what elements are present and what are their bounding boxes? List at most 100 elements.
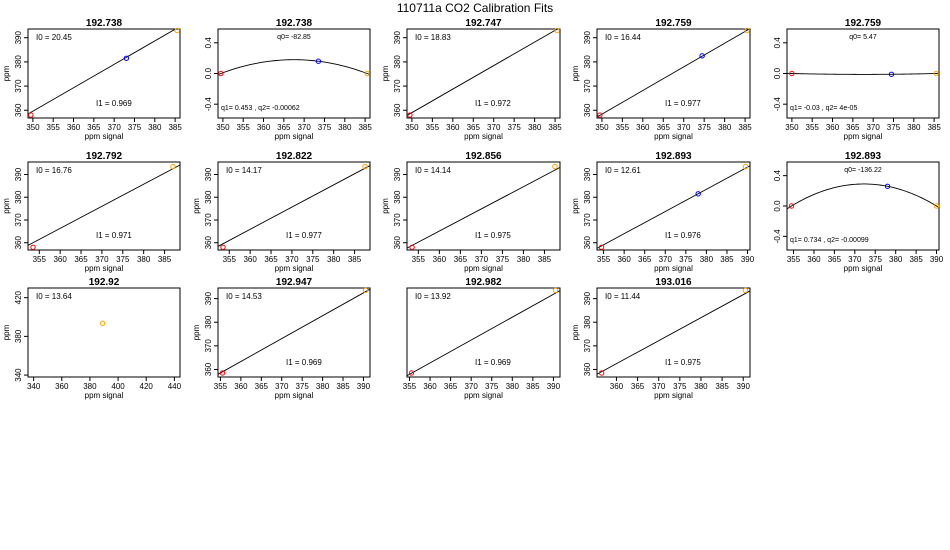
x-tick-label: 365	[657, 123, 671, 132]
x-tick-label: 360	[826, 123, 840, 132]
x-tick-label: 370	[659, 255, 673, 264]
x-tick-label: 385	[720, 255, 734, 264]
x-axis-label: ppm signal	[464, 391, 503, 400]
data-point	[699, 53, 705, 59]
plot-frame	[27, 287, 181, 378]
plot-frame	[406, 28, 561, 119]
y-tick-label: -0.4	[204, 97, 213, 111]
x-tick-label: 385	[548, 123, 562, 132]
x-axis-label: ppm signal	[275, 132, 314, 141]
y-axis-label: ppm	[571, 198, 580, 214]
chart-title: 192.947	[276, 277, 313, 288]
data-point	[744, 27, 750, 34]
chart-title: 192.759	[655, 18, 692, 29]
y-tick-label: 390	[204, 167, 213, 181]
y-tick-label: 0.4	[773, 37, 782, 49]
y-tick-label: 390	[583, 30, 592, 44]
x-tick-label: 375	[306, 255, 320, 264]
y-axis-label: ppm	[192, 198, 201, 214]
chart-title: 192.738	[86, 18, 123, 29]
plot-frame	[217, 161, 371, 251]
x-tick-label: 420	[140, 382, 154, 391]
y-tick-label: 370	[393, 79, 402, 93]
x-tick-label: 370	[848, 255, 862, 264]
data-point	[218, 70, 224, 77]
fit-annotation: I1 = 0.977	[286, 231, 322, 240]
y-tick-label: 390	[583, 291, 592, 305]
data-point	[362, 163, 368, 170]
y-tick-label: 360	[393, 236, 402, 250]
x-tick-label: 400	[111, 382, 125, 391]
fit-annotation: q1= 0.453 , q2= -0.00062	[221, 105, 300, 112]
data-point	[554, 27, 560, 34]
y-tick-label: -0.4	[773, 229, 782, 243]
x-tick-label: 390	[741, 255, 755, 264]
fit-line	[787, 72, 939, 75]
y-tick-label: 360	[393, 103, 402, 117]
fit-annotation: I0 = 11.44	[605, 292, 641, 301]
fit-line	[28, 29, 177, 115]
y-tick-label: 390	[14, 30, 23, 44]
y-tick-label: 370	[14, 213, 23, 227]
y-tick-label: 370	[583, 213, 592, 227]
data-point	[788, 203, 795, 209]
y-tick-label: 380	[204, 190, 213, 204]
y-tick-label: 380	[583, 315, 592, 329]
x-tick-label: 385	[168, 123, 182, 132]
x-tick-label: 360	[67, 123, 81, 132]
fit-annotation: I0 = 13.92	[415, 292, 451, 301]
chart-title: 192.893	[655, 151, 692, 162]
x-tick-label: 355	[426, 123, 440, 132]
x-tick-label: 365	[638, 255, 652, 264]
fit-line	[218, 288, 370, 375]
x-tick-label: 365	[828, 255, 842, 264]
x-tick-label: 370	[464, 382, 478, 391]
x-tick-label: 385	[348, 255, 362, 264]
x-tick-label: 440	[168, 382, 182, 391]
x-tick-label: 360	[53, 255, 67, 264]
fit-annotation: I0 = 12.61	[605, 166, 641, 175]
data-point	[170, 163, 176, 170]
y-tick-label: 380	[583, 190, 592, 204]
y-tick-label: 370	[583, 339, 592, 353]
x-tick-label: 385	[158, 255, 172, 264]
x-tick-label: 375	[887, 123, 901, 132]
x-tick-label: 365	[264, 255, 278, 264]
x-tick-label: 375	[673, 382, 687, 391]
x-tick-label: 370	[107, 123, 121, 132]
fit-annotation: I0 = 13.64	[36, 292, 72, 301]
fit-line	[407, 290, 560, 377]
fit-annotation: q0= -82.85	[277, 34, 311, 41]
y-tick-label: 370	[393, 213, 402, 227]
y-tick-label: 370	[583, 79, 592, 93]
x-tick-label: 355	[403, 382, 417, 391]
x-tick-label: 350	[405, 123, 419, 132]
y-tick-label: 420	[14, 290, 23, 304]
fit-line	[407, 167, 560, 249]
x-axis-label: ppm signal	[275, 264, 314, 273]
chart-title: 192.822	[276, 151, 313, 162]
data-point	[933, 203, 940, 209]
fit-line	[597, 29, 750, 118]
x-tick-label: 375	[318, 123, 332, 132]
y-tick-label: 360	[204, 236, 213, 250]
x-axis-label: ppm signal	[654, 264, 693, 273]
y-tick-label: 380	[583, 55, 592, 69]
data-point	[789, 70, 795, 77]
x-tick-label: 385	[358, 123, 372, 132]
chart-panel-6: 192.792 355 360 365 370 375 380 385 360 370 380 390…	[2, 151, 181, 273]
data-point	[407, 112, 413, 118]
chart-title: 192.893	[845, 151, 882, 162]
chart-panel-11: 192.92 340 360 380 400 420 440 340 380 420 ppm sig…	[2, 277, 182, 400]
fit-annotation: I1 = 0.972	[475, 99, 511, 108]
fit-annotation: I1 = 0.975	[475, 231, 511, 240]
x-tick-label: 370	[95, 255, 109, 264]
chart-title: 192.856	[465, 151, 502, 162]
x-tick-label: 360	[617, 255, 631, 264]
x-tick-label: 365	[467, 123, 481, 132]
y-tick-label: 360	[583, 236, 592, 250]
x-tick-label: 350	[216, 123, 230, 132]
y-tick-label: 390	[14, 167, 23, 181]
y-axis-label: ppm	[571, 324, 580, 340]
